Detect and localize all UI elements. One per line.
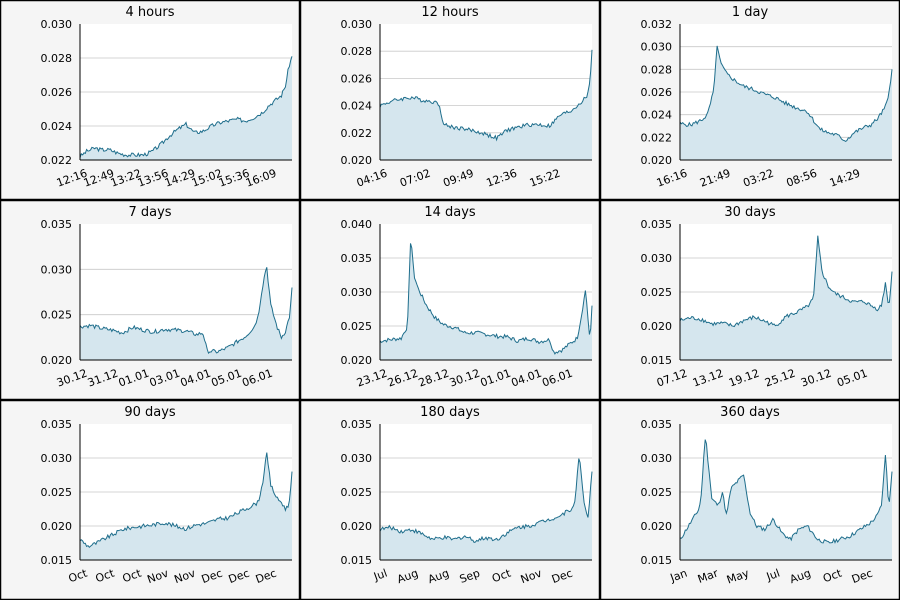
y-tick-label: 0.030 xyxy=(41,452,73,465)
y-tick-label: 0.035 xyxy=(41,218,73,231)
series-area xyxy=(80,452,292,560)
chart-title: 180 days xyxy=(420,405,480,420)
chart-panel: 0.0200.0250.0300.03530.1231.1201.0103.01… xyxy=(0,200,300,400)
y-tick-label: 0.040 xyxy=(341,218,373,231)
chart-title: 30 days xyxy=(724,205,776,220)
y-tick-label: 0.020 xyxy=(41,354,73,367)
y-tick-label: 0.015 xyxy=(41,554,73,567)
y-tick-label: 0.020 xyxy=(641,154,673,167)
series-line xyxy=(379,458,593,543)
y-tick-label: 0.022 xyxy=(641,131,673,144)
chart-panel: 0.0200.0220.0240.0260.0280.0300.03216:16… xyxy=(600,0,900,200)
chart-panel: 0.0220.0240.0260.0280.03012:1612:4913:22… xyxy=(0,0,300,200)
x-tick-label: Jul xyxy=(764,567,782,584)
y-tick-label: 0.020 xyxy=(341,520,373,533)
x-tick-label: Oct xyxy=(821,566,844,585)
y-tick-label: 0.030 xyxy=(341,18,373,31)
series-area xyxy=(680,235,892,360)
y-tick-label: 0.035 xyxy=(341,418,373,431)
chart-title: 14 days xyxy=(424,205,476,220)
y-tick-label: 0.026 xyxy=(41,86,73,99)
chart-title: 4 hours xyxy=(126,5,175,20)
series-area xyxy=(680,45,892,160)
y-tick-label: 0.030 xyxy=(641,252,673,265)
y-tick-label: 0.032 xyxy=(641,18,673,31)
x-tick-label: Oct xyxy=(67,566,90,585)
y-tick-label: 0.024 xyxy=(341,100,373,113)
x-tick-label: Oct xyxy=(94,566,117,585)
y-tick-label: 0.025 xyxy=(41,486,73,499)
y-tick-label: 0.030 xyxy=(641,41,673,54)
y-tick-label: 0.028 xyxy=(641,63,673,76)
series-area xyxy=(380,49,592,160)
y-tick-label: 0.020 xyxy=(641,520,673,533)
series-area xyxy=(380,458,592,560)
y-tick-label: 0.025 xyxy=(641,286,673,299)
y-tick-label: 0.025 xyxy=(641,486,673,499)
y-tick-label: 0.015 xyxy=(641,554,673,567)
y-tick-label: 0.030 xyxy=(641,452,673,465)
series-line xyxy=(379,243,593,355)
x-tick-label: Jul xyxy=(371,567,389,584)
series-line xyxy=(79,56,293,158)
y-tick-label: 0.024 xyxy=(41,120,73,133)
y-tick-label: 0.022 xyxy=(341,127,373,140)
y-tick-label: 0.030 xyxy=(41,263,73,276)
chart-panel: 0.0200.0250.0300.0350.04023.1226.1228.12… xyxy=(300,200,600,400)
series-line xyxy=(379,49,593,142)
x-tick-label: Oct xyxy=(121,566,144,585)
chart-title: 90 days xyxy=(124,405,176,420)
y-tick-label: 0.035 xyxy=(341,252,373,265)
y-tick-label: 0.025 xyxy=(341,486,373,499)
y-tick-label: 0.020 xyxy=(341,354,373,367)
y-tick-label: 0.026 xyxy=(641,86,673,99)
chart-title: 7 days xyxy=(128,205,171,220)
series-area xyxy=(380,243,592,360)
series-area xyxy=(80,267,292,360)
series-area xyxy=(680,439,892,560)
y-tick-label: 0.020 xyxy=(41,520,73,533)
series-line xyxy=(79,267,293,354)
y-tick-label: 0.025 xyxy=(341,320,373,333)
chart-title: 360 days xyxy=(720,405,780,420)
y-tick-label: 0.030 xyxy=(41,18,73,31)
y-tick-label: 0.020 xyxy=(641,320,673,333)
x-tick-label: Oct xyxy=(490,566,513,585)
series-line xyxy=(79,452,293,549)
y-tick-label: 0.035 xyxy=(641,418,673,431)
y-tick-label: 0.020 xyxy=(341,154,373,167)
series-line xyxy=(679,235,893,328)
series-line xyxy=(679,439,893,544)
y-tick-label: 0.025 xyxy=(41,309,73,322)
y-tick-label: 0.035 xyxy=(641,218,673,231)
y-tick-label: 0.015 xyxy=(641,354,673,367)
series-line xyxy=(679,45,893,142)
y-tick-label: 0.026 xyxy=(341,72,373,85)
y-tick-label: 0.028 xyxy=(41,52,73,65)
series-area xyxy=(80,56,292,160)
y-tick-label: 0.022 xyxy=(41,154,73,167)
y-tick-label: 0.030 xyxy=(341,286,373,299)
y-tick-label: 0.035 xyxy=(41,418,73,431)
y-tick-label: 0.024 xyxy=(641,109,673,122)
x-tick-label: Jan xyxy=(668,567,689,585)
chart-title: 1 day xyxy=(732,5,769,20)
y-tick-label: 0.028 xyxy=(341,45,373,58)
y-tick-label: 0.030 xyxy=(341,452,373,465)
y-tick-label: 0.015 xyxy=(341,554,373,567)
chart-title: 12 hours xyxy=(421,5,478,20)
